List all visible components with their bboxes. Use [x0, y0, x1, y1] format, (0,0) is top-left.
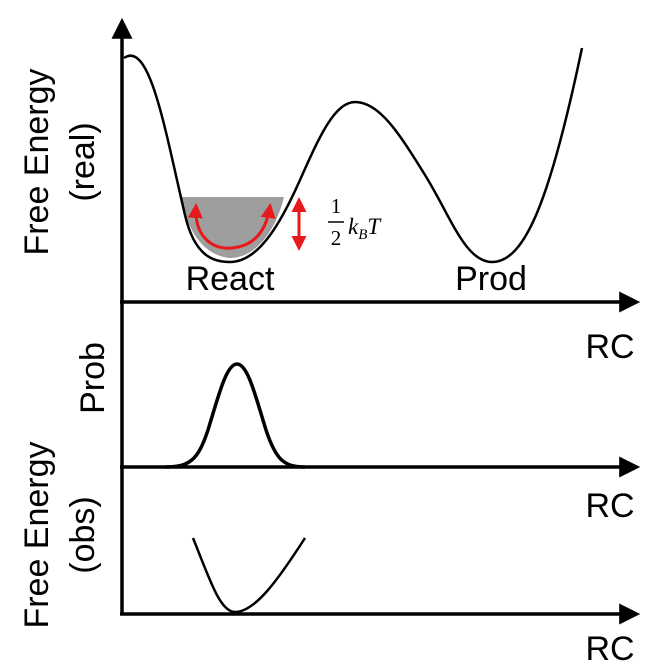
react-label: React [186, 260, 275, 298]
middle-y-label: Prob [74, 342, 112, 414]
top-x-label: RC [585, 328, 634, 366]
middle-panel: RC Prob [74, 342, 641, 525]
middle-x-label: RC [585, 487, 634, 525]
vibration-arrow [187, 203, 276, 250]
prod-label: Prod [455, 260, 527, 298]
kb-symbol: kBT [348, 214, 382, 243]
fraction-numerator: 1 [331, 194, 342, 218]
half-kbt-label: 1 2 kBT [328, 194, 382, 250]
top-panel: 1 2 kBT React Prod RC Free Energy (real) [18, 17, 641, 366]
observed-free-energy-curve [191, 537, 307, 614]
bottom-x-label: RC [585, 630, 634, 665]
bottom-y-label-line2: (obs) [64, 496, 102, 573]
top-y-label-line2: (real) [64, 122, 102, 201]
double-well-curve [123, 47, 584, 264]
bottom-y-label-line1: Free Energy [18, 441, 56, 628]
probability-peak [164, 362, 306, 469]
bottom-panel: RC Free Energy (obs) [18, 300, 641, 665]
fraction-denominator: 2 [331, 226, 342, 250]
top-y-label-line1: Free Energy [18, 68, 56, 255]
